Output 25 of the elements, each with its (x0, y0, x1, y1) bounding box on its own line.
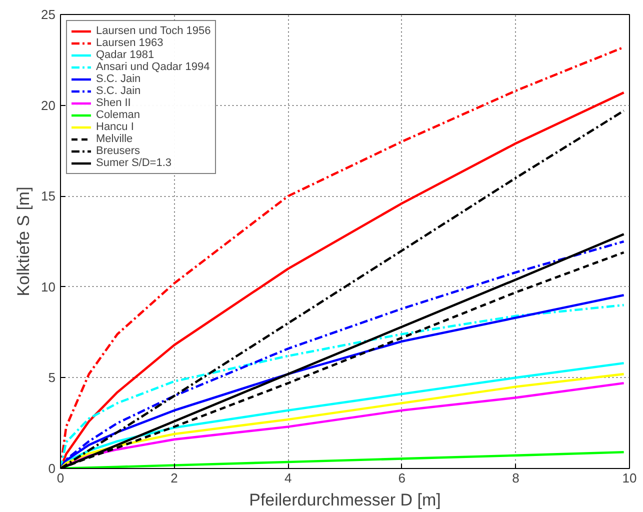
legend-label: S.C. Jain (96, 85, 141, 97)
legend-label: Laursen und Toch 1956 (96, 25, 211, 37)
x-axis-title: Pfeilerdurchmesser D [m] (249, 490, 441, 510)
legend-label: Ansari und Qadar 1994 (96, 61, 210, 73)
y-axis-title: Kolktiefe S [m] (14, 186, 34, 296)
y-tick-label: 10 (41, 279, 56, 294)
legend-label: Coleman (96, 109, 140, 121)
legend-label: Melville (96, 133, 133, 145)
x-tick-label: 10 (622, 470, 637, 486)
legend-label: Sumer S/D=1.3 (96, 157, 172, 169)
x-tick-label: 2 (170, 470, 178, 486)
legend-label: Qadar 1981 (96, 49, 154, 61)
y-tick-label: 15 (41, 188, 56, 204)
y-tick-label: 5 (48, 370, 56, 386)
legend-label: Breusers (96, 145, 140, 157)
legend-label: S.C. Jain (96, 73, 141, 85)
legend-label: Laursen 1963 (96, 37, 164, 49)
x-tick-label: 8 (512, 470, 520, 486)
legend-label: Hancu I (96, 121, 134, 133)
legend-label: Shen II (96, 97, 131, 109)
x-tick-label: 6 (398, 470, 406, 486)
y-tick-label: 0 (48, 461, 56, 476)
x-tick-label: 4 (284, 470, 292, 486)
y-tick-label: 25 (41, 7, 56, 22)
y-tick-label: 20 (41, 98, 56, 113)
